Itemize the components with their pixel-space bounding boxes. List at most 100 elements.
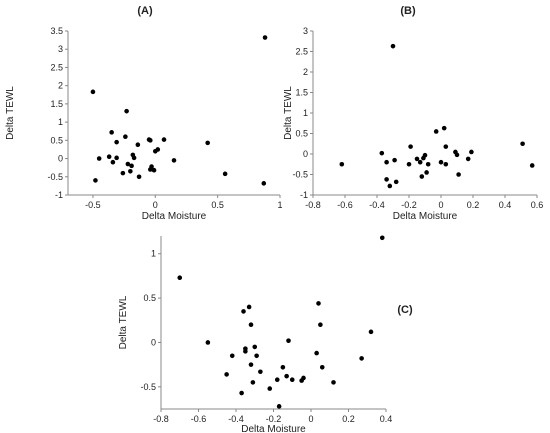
panel-2-data-point-9 <box>408 144 413 149</box>
panel-1-data-point-11 <box>125 161 131 167</box>
panel-3-data-point-18 <box>280 365 286 370</box>
panel-2-data-point-26 <box>469 149 474 155</box>
panel-1-y-tick-label-7: 2.5 <box>50 62 63 72</box>
panel-2-data-point-15 <box>424 170 429 175</box>
panel-2-y-tick-label-3: 0.5 <box>295 129 308 139</box>
panel-2-data-point-4 <box>387 183 393 189</box>
panel-2-data-point-28 <box>529 163 535 168</box>
panel-3-y-axis-label: Delta TEWL <box>118 295 129 349</box>
panel-2-y-axis-label: Delta TEWL <box>283 86 294 140</box>
panel-3-data-point-11 <box>250 380 256 385</box>
panel-2-y-tick-label-2: 0 <box>303 149 308 159</box>
panel-1-data-point-7 <box>114 155 119 161</box>
panel-1-data-point-15 <box>131 155 137 161</box>
panel-3-y-tick-label-3: 1 <box>151 249 156 259</box>
panel-1-title: (A) <box>137 5 153 17</box>
panel-1-data-point-25 <box>161 137 167 142</box>
panel-2-data-point-7 <box>393 179 399 185</box>
panel-1-data-point-2 <box>96 156 102 161</box>
panel-2-data-point-16 <box>425 161 431 167</box>
panel-2-data-point-18 <box>438 159 444 165</box>
panel-3-data-point-3 <box>229 353 235 359</box>
panel-1-data-point-27 <box>205 140 210 146</box>
panel-1-x-tick-label-1: 0 <box>153 200 158 210</box>
panel-2-data-point-14 <box>422 152 428 158</box>
panel-1-data-point-9 <box>123 134 128 139</box>
panel-1-data-point-26 <box>171 158 177 163</box>
panel-3-x-tick-label-4: 0 <box>308 414 313 424</box>
panel-2-data-point-20 <box>443 161 449 167</box>
panel-3-data-point-21 <box>289 377 295 383</box>
panel-2-data-point-21 <box>443 144 449 149</box>
panel-1-y-tick-label-3: 0.5 <box>50 135 63 145</box>
panel-3-data-point-4 <box>239 390 244 396</box>
panel-2-x-tick-label-3: -0.2 <box>401 200 417 210</box>
panel-2-x-axis-label: Delta Moisture <box>393 211 458 222</box>
panel-3-data-point-15 <box>267 386 273 391</box>
panel-3-x-tick-label-0: -0.8 <box>153 414 169 424</box>
panel-1-data-point-13 <box>129 163 134 169</box>
panel-3-data-point-17 <box>276 404 282 409</box>
panel-1-y-axis-label: Delta TEWL <box>5 86 16 140</box>
panel-3-data-point-27 <box>319 365 325 370</box>
panel-1-data-point-6 <box>114 139 119 145</box>
panel-2-data-point-23 <box>454 152 460 158</box>
panel-2-x-tick-label-0: -0.8 <box>305 200 321 210</box>
panel-3-y-tick-label-0: -0.5 <box>140 382 156 392</box>
panel-1-data-point-29 <box>261 181 267 186</box>
panel-1-x-tick-label-2: 0.5 <box>211 200 224 210</box>
panel-2-data-point-8 <box>406 161 412 167</box>
panel-3-data-point-7 <box>243 346 248 351</box>
panel-3-data-point-29 <box>359 356 364 361</box>
panel-2-title: (B) <box>400 5 416 17</box>
panel-1-y-tick-label-4: 1 <box>58 117 63 127</box>
panel-2-data-point-12 <box>419 174 425 179</box>
panel-3-data-point-13 <box>254 353 259 359</box>
panel-2-y-tick-label-4: 1 <box>303 108 308 118</box>
panel-2-data-point-11 <box>417 159 423 165</box>
panel-2-x-tick-label-4: 0 <box>438 200 443 210</box>
panel-3-data-point-10 <box>248 322 254 328</box>
panel-2-y-tick-label-7: 2.5 <box>295 47 308 57</box>
panel-1-y-tick-label-6: 2 <box>58 81 63 91</box>
panel-1-y-tick-label-9: 3.5 <box>50 26 63 36</box>
panel-1-data-point-19 <box>148 138 153 143</box>
panel-3-x-tick-label-1: -0.6 <box>191 414 207 424</box>
panel-3-data-point-2 <box>224 372 229 377</box>
panel-1-data-point-21 <box>149 164 154 169</box>
panel-3-data-point-25 <box>316 301 321 306</box>
panel-1-data-point-1 <box>93 178 98 183</box>
panel-3-data-point-28 <box>331 380 336 385</box>
panel-2-data-point-6 <box>392 157 397 163</box>
panel-2-data-point-0 <box>339 161 345 167</box>
panel-3-y-tick-label-1: 0 <box>151 337 156 347</box>
panel-1-data-point-12 <box>128 169 133 174</box>
panel-1-data-point-22 <box>151 167 157 173</box>
panel-1-y-tick-label-1: -0.5 <box>47 172 63 182</box>
panel-3-y-tick-label-2: 0.5 <box>143 293 156 303</box>
panel-2-y-tick-label-0: -1 <box>300 190 308 200</box>
panel-3-x-tick-label-2: -0.4 <box>228 414 244 424</box>
panel-3-title: (C) <box>397 304 413 316</box>
panel-3-data-point-24 <box>314 350 319 356</box>
panel-2-data-point-27 <box>520 141 525 147</box>
panel-1-data-point-30 <box>262 35 268 40</box>
panel-2-data-point-10 <box>414 156 420 162</box>
panel-3-data-point-23 <box>301 375 306 381</box>
panel-1-data-point-4 <box>109 130 114 135</box>
panel-2-x-tick-label-6: 0.4 <box>499 200 512 210</box>
panel-3-data-point-1 <box>205 340 211 345</box>
panel-3-x-tick-label-5: 0.2 <box>342 414 355 424</box>
panel-2-y-tick-label-1: -0.5 <box>292 170 308 180</box>
panel-2-y-tick-label-8: 3 <box>303 26 308 36</box>
panel-2-data-point-24 <box>456 172 461 177</box>
panel-2-y-tick-label-5: 1.5 <box>295 88 308 98</box>
panel-3-x-axis-label: Delta Moisture <box>241 424 306 433</box>
panel-1-data-point-0 <box>90 89 96 95</box>
panel-2-y-tick-label-6: 2 <box>303 67 308 77</box>
panel-3-x-tick-label-6: 0.4 <box>380 414 393 424</box>
panel-2-data-point-3 <box>384 177 389 182</box>
panel-3-data-point-14 <box>258 369 263 375</box>
panel-2-x-tick-label-7: 0.6 <box>531 200 544 210</box>
